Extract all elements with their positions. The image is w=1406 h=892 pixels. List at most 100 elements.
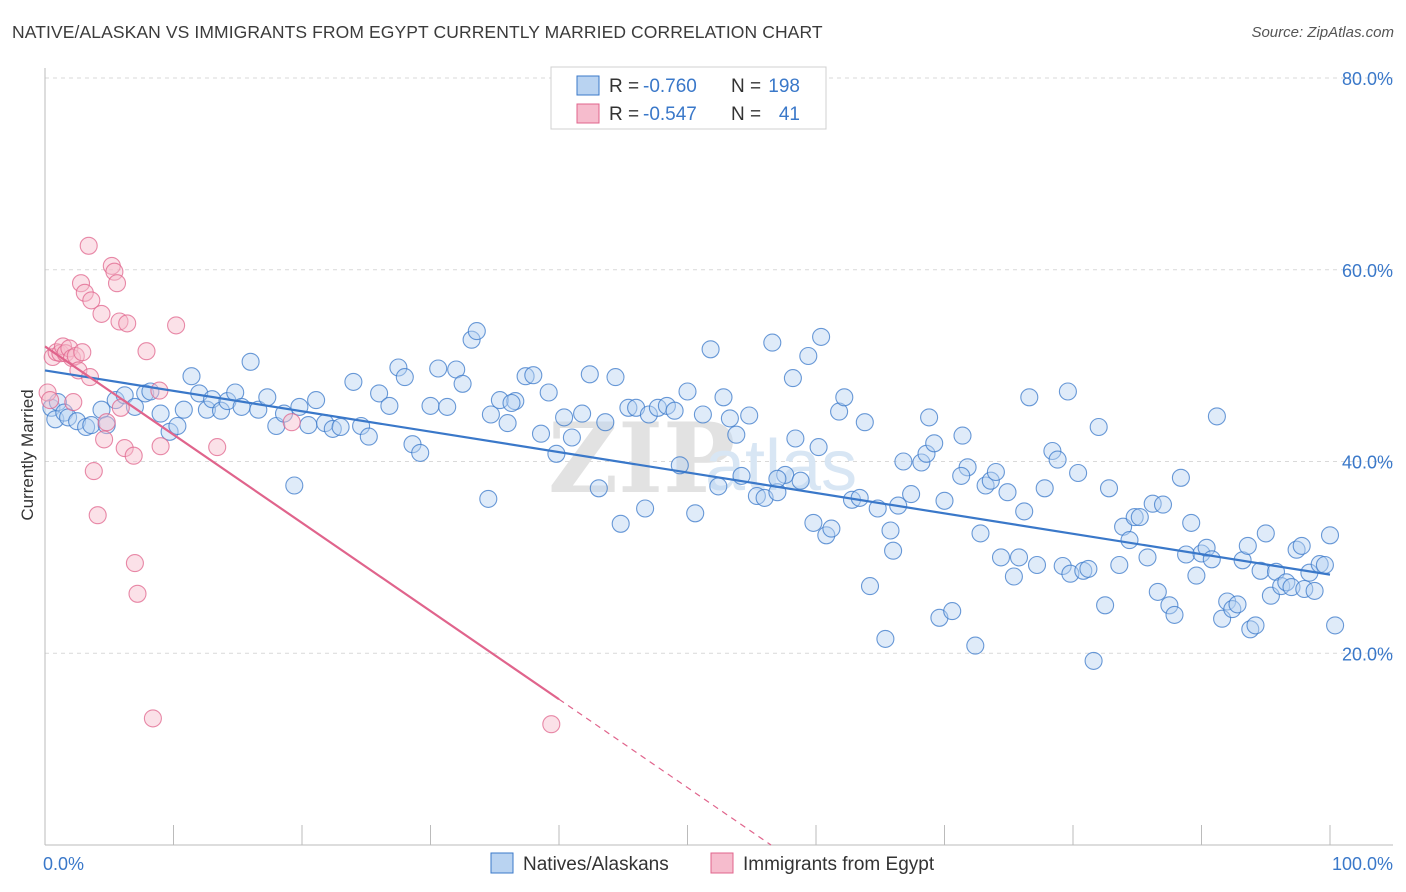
natives-point-39 [344, 372, 363, 391]
natives-point-156 [1148, 582, 1167, 601]
y-tick-label-1: 40.0% [1342, 453, 1393, 473]
stats-r-value-2: -0.547 [643, 104, 697, 125]
natives-point-142 [1069, 463, 1088, 483]
natives-point-166 [1202, 550, 1221, 569]
natives-point-15 [151, 404, 170, 423]
natives-point-32 [285, 476, 304, 495]
natives-point-161 [1177, 545, 1196, 564]
blue-swatch [576, 75, 600, 96]
natives-point-155 [1143, 494, 1162, 513]
egypt-point-30 [124, 446, 143, 465]
natives-point-189 [1315, 555, 1334, 575]
natives-point-52 [453, 374, 472, 393]
natives-trend-line [44, 369, 1331, 576]
egypt-point-20 [92, 304, 111, 323]
natives-point-194 [786, 429, 805, 448]
natives-point-55 [479, 489, 498, 508]
natives-point-129 [991, 548, 1011, 567]
natives-point-7 [82, 416, 101, 435]
natives-point-184 [1292, 536, 1311, 555]
natives-point-47 [411, 443, 430, 462]
natives-point-176 [1251, 561, 1270, 580]
egypt-trend-line [44, 345, 560, 701]
natives-point-82 [686, 504, 705, 523]
natives-point-34 [299, 416, 318, 435]
trend-lines [44, 345, 1331, 846]
watermark-atlas: atlas [705, 426, 857, 506]
stats-n-label-1: N = [731, 76, 761, 97]
natives-point-163 [1187, 566, 1206, 585]
natives-point-67 [573, 404, 592, 423]
natives-point-61 [524, 366, 543, 385]
natives-point-108 [860, 577, 880, 596]
natives-point-197 [809, 438, 828, 457]
natives-point-45 [395, 368, 414, 387]
natives-point-165 [1197, 538, 1216, 557]
natives-point-111 [881, 521, 900, 540]
natives-point-104 [835, 388, 854, 407]
natives-point-191 [1326, 616, 1345, 635]
natives-point-149 [1110, 555, 1129, 575]
natives-point-132 [1009, 548, 1029, 567]
natives-point-102 [822, 519, 841, 538]
natives-point-117 [920, 408, 939, 427]
natives-point-127 [981, 471, 1000, 490]
natives-point-73 [619, 398, 638, 417]
natives-point-88 [727, 425, 746, 444]
watermark-zip: ZIP [548, 402, 735, 515]
natives-point-41 [359, 427, 378, 446]
natives-point-192 [768, 469, 787, 488]
stats-legend: R = -0.760 N = 198 R = -0.547 N = 41 [550, 66, 827, 130]
natives-point-69 [589, 479, 608, 498]
egypt-point-37 [167, 316, 186, 335]
natives-point-124 [966, 636, 985, 655]
natives-point-98 [799, 346, 818, 366]
natives-point-135 [1027, 555, 1047, 575]
egypt-point-24 [105, 262, 124, 281]
natives-point-27 [241, 352, 260, 371]
egypt-point-15 [79, 236, 98, 255]
egypt-point-1 [41, 391, 60, 410]
egypt-point-34 [143, 709, 162, 728]
natives-point-137 [1043, 441, 1062, 461]
legend-swatch-natives [490, 852, 514, 874]
x-tick-labels: 0.0% 100.0% [43, 854, 1393, 874]
axes [44, 68, 1393, 846]
natives-point-157 [1153, 495, 1173, 514]
natives-point-171 [1228, 595, 1247, 614]
natives-point-97 [791, 471, 810, 490]
egypt-point-29 [118, 314, 137, 333]
natives-point-122 [953, 426, 972, 445]
natives-point-21 [197, 400, 216, 419]
natives-point-152 [1125, 508, 1144, 527]
egypt-point-13 [73, 343, 92, 362]
natives-point-193 [502, 393, 521, 413]
natives-point-107 [855, 413, 874, 432]
natives-point-49 [429, 359, 448, 378]
natives-point-136 [1035, 479, 1054, 498]
natives-point-195 [884, 541, 903, 560]
series-legend: Natives/Alaskans Immigrants from Egypt [490, 852, 935, 875]
natives-point-83 [693, 405, 712, 424]
natives-point-56 [481, 405, 500, 424]
natives-point-175 [1246, 616, 1265, 635]
egypt-point-19 [88, 506, 107, 525]
legend-swatch-egypt [710, 852, 734, 874]
natives-point-65 [555, 408, 574, 427]
egypt-point-36 [151, 437, 170, 456]
natives-point-38 [331, 417, 350, 437]
egypt-point-32 [128, 584, 147, 603]
y-tick-label-2: 60.0% [1342, 261, 1393, 281]
y-axis-title: Currently Married [18, 389, 37, 520]
natives-point-148 [1099, 479, 1119, 498]
natives-point-121 [943, 602, 962, 621]
natives-point-81 [678, 382, 697, 401]
natives-point-116 [917, 444, 936, 463]
y-tick-label-3: 80.0% [1342, 69, 1393, 89]
natives-point-58 [498, 414, 517, 433]
natives-point-113 [894, 452, 913, 471]
natives-point-87 [720, 409, 739, 428]
natives-point-158 [1160, 596, 1179, 615]
natives-point-84 [701, 340, 720, 359]
